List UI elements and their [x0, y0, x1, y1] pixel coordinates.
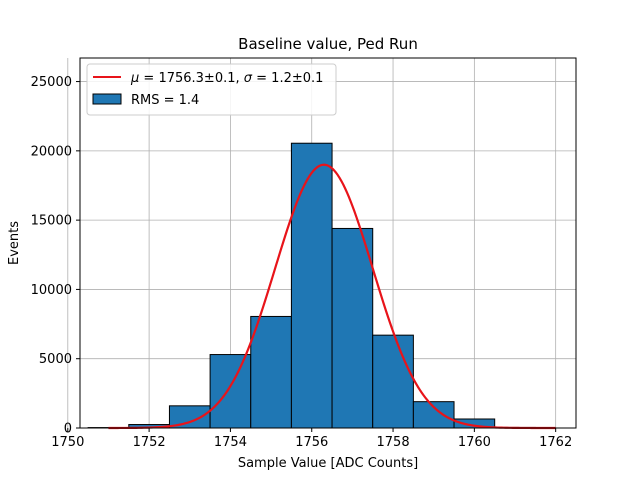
y-tick-label-4: 20000 — [31, 144, 72, 159]
fit-curve — [108, 163, 556, 430]
gaussian-fit — [108, 163, 556, 430]
legend-fit-label: μ = 1756.3±0.1, σ = 1.2±0.1 — [130, 71, 323, 86]
legend-sigma-value: = 1.2±0.1 — [252, 71, 323, 86]
histogram-bar-5 — [290, 142, 333, 429]
histogram-bar-3 — [209, 354, 252, 429]
legend-hist-label: RMS = 1.4 — [131, 93, 199, 108]
x-tick-label-6: 1762 — [539, 435, 572, 450]
x-tick-label-5: 1760 — [458, 435, 491, 450]
y-tick-label-0: 0 — [64, 422, 72, 437]
x-tick-label-1: 1752 — [133, 435, 166, 450]
legend-mu-symbol: μ — [130, 71, 139, 86]
x-tick-label-2: 1754 — [214, 435, 247, 450]
legend-mu-value: = 1756.3±0.1, — [139, 71, 243, 86]
histogram-bar-7 — [372, 334, 414, 429]
legend-hist-swatch — [92, 93, 122, 105]
legend-sigma-symbol: σ — [244, 71, 253, 86]
histogram-bars — [87, 142, 536, 429]
x-axis-label: Sample Value [ADC Counts] — [238, 456, 418, 471]
x-tick-label-0: 1750 — [51, 435, 84, 450]
histogram-bar-4 — [250, 315, 292, 429]
y-axis-label: Events — [7, 221, 22, 265]
x-tick-label-3: 1756 — [295, 435, 328, 450]
legend-box — [86, 63, 337, 116]
x-axis-ticks: 1750 1752 1754 1756 1758 1760 1762 — [51, 428, 572, 450]
y-tick-label-3: 15000 — [31, 214, 72, 229]
y-axis-ticks: 0 5000 10000 15000 20000 25000 — [31, 75, 80, 437]
histogram-bar-6 — [331, 227, 374, 429]
plot-frame — [79, 57, 577, 429]
y-tick-label-2: 10000 — [31, 283, 72, 298]
y-tick-label-5: 25000 — [31, 75, 72, 90]
chart-title: Baseline value, Ped Run — [238, 35, 418, 53]
y-tick-label-1: 5000 — [39, 352, 72, 367]
legend: μ = 1756.3±0.1, σ = 1.2±0.1 RMS = 1.4 — [86, 63, 337, 116]
x-tick-label-4: 1758 — [377, 435, 410, 450]
